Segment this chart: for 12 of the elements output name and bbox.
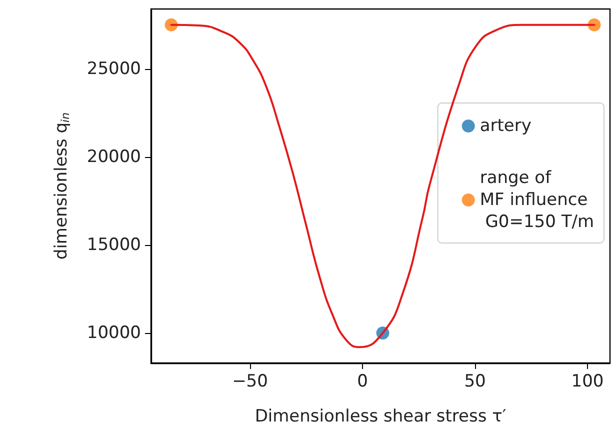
- x-axis-title: Dimensionless shear stress τ′: [254, 406, 506, 426]
- x-tick-label: 0: [357, 372, 368, 392]
- x-tick-label: 50: [464, 372, 486, 392]
- y-tick-label: 15000: [86, 235, 141, 255]
- y-tick-label: 20000: [86, 146, 141, 167]
- legend-label: range of MF influence G0=150 T/m: [480, 168, 594, 232]
- y-tick-label: 10000: [86, 323, 141, 344]
- x-tick-label: 100: [571, 372, 604, 392]
- x-tick-label: −50: [232, 372, 268, 392]
- y-tick-label: 25000: [86, 58, 141, 79]
- y-axis-title: dimensionless qin: [52, 112, 72, 260]
- legend-label: artery: [480, 116, 532, 136]
